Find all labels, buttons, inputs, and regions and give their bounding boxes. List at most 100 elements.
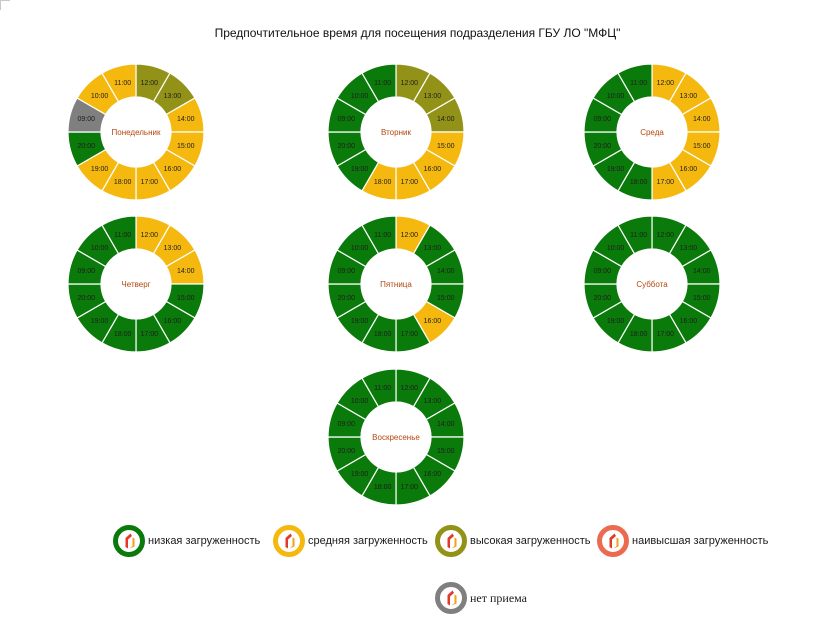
hour-label: 09:00: [77, 116, 95, 123]
hour-label: 09:00: [337, 421, 355, 428]
hour-label: 14:00: [437, 268, 455, 275]
hour-label: 11:00: [374, 232, 391, 239]
hour-label: 10:00: [91, 93, 109, 100]
legend-item-none: нет приема: [435, 582, 527, 614]
day-label: Вторник: [381, 128, 411, 137]
hour-label: 16:00: [164, 318, 182, 325]
legend-item-highest: наивысшая загруженность: [597, 525, 768, 557]
hour-label: 12:00: [657, 232, 675, 239]
hour-label: 10:00: [91, 245, 109, 252]
hour-label: 11:00: [630, 80, 647, 87]
hour-label: 15:00: [693, 143, 711, 150]
hour-label: 16:00: [424, 318, 442, 325]
hour-label: 16:00: [424, 471, 442, 478]
hour-label: 12:00: [401, 385, 419, 392]
hour-label: 15:00: [693, 295, 711, 302]
hour-label: 12:00: [141, 232, 159, 239]
hour-label: 14:00: [437, 421, 455, 428]
hour-label: 15:00: [437, 448, 455, 455]
hour-label: 11:00: [374, 80, 391, 87]
mfc-logo-icon: [273, 525, 305, 557]
donut-charts: 12:00 13:00 14:00 15:00 16:00 17:00 18:00 19:00…: [67, 63, 721, 506]
day-label: Суббота: [636, 280, 668, 289]
hour-label: 20:00: [593, 143, 611, 150]
page-title: Предпочтительное время для посещения под…: [214, 26, 621, 40]
hour-label: 13:00: [424, 93, 442, 100]
hour-label: 10:00: [351, 93, 369, 100]
legend-item-medium: средняя загруженность: [273, 525, 428, 557]
hour-label: 13:00: [680, 245, 698, 252]
hour-label: 11:00: [630, 232, 647, 239]
hour-label: 16:00: [680, 318, 698, 325]
hour-label: 18:00: [114, 331, 132, 338]
hour-label: 15:00: [177, 143, 195, 150]
hour-label: 09:00: [337, 116, 355, 123]
hour-label: 09:00: [593, 268, 611, 275]
hour-label: 18:00: [630, 179, 648, 186]
hour-label: 12:00: [401, 80, 419, 87]
day-label: Четверг: [121, 280, 150, 289]
hour-label: 10:00: [607, 93, 625, 100]
day-label: Воскресенье: [372, 433, 420, 442]
donut-2: 12:00 13:00 14:00 15:00 16:00 17:00 18:00 19:00…: [327, 63, 465, 201]
hour-label: 15:00: [437, 295, 455, 302]
donut-segment: [361, 368, 397, 408]
hour-label: 20:00: [77, 295, 95, 302]
donut-3: 12:00 13:00 14:00 15:00 16:00 17:00 18:00 19:00…: [583, 63, 721, 201]
hour-label: 09:00: [337, 268, 355, 275]
mfc-logo-icon: [435, 525, 467, 557]
mfc-logo-icon: [113, 525, 145, 557]
day-label: Пятница: [380, 280, 412, 289]
hour-label: 16:00: [164, 166, 182, 173]
hour-label: 11:00: [374, 385, 391, 392]
donut-6: 12:00 13:00 14:00 15:00 16:00 17:00 18:00 19:00…: [583, 215, 721, 353]
legend-label-highest: наивысшая загруженность: [632, 535, 769, 547]
donut-segment: [101, 63, 137, 103]
donut-segment: [617, 63, 653, 103]
hour-label: 11:00: [114, 80, 131, 87]
hour-label: 14:00: [437, 116, 455, 123]
hour-label: 18:00: [374, 484, 392, 491]
hour-label: 13:00: [424, 245, 442, 252]
legend-label-high: высокая загруженность: [470, 535, 591, 547]
hour-label: 19:00: [91, 166, 109, 173]
hour-label: 10:00: [607, 245, 625, 252]
hour-label: 19:00: [607, 166, 625, 173]
hour-label: 19:00: [607, 318, 625, 325]
day-label: Среда: [640, 128, 664, 137]
hour-label: 20:00: [77, 143, 95, 150]
hour-label: 19:00: [351, 318, 369, 325]
hour-label: 17:00: [141, 331, 159, 338]
hour-label: 19:00: [91, 318, 109, 325]
hour-label: 20:00: [337, 295, 355, 302]
donut-segment: [617, 215, 653, 255]
hour-label: 19:00: [351, 166, 369, 173]
legend-item-low: низкая загруженность: [113, 525, 260, 557]
corner-mark: [0, 0, 10, 10]
mfc-logo-icon: [435, 582, 467, 614]
hour-label: 16:00: [424, 166, 442, 173]
hour-label: 19:00: [351, 471, 369, 478]
donut-5: 12:00 13:00 14:00 15:00 16:00 17:00 18:00 19:00…: [327, 215, 465, 353]
hour-label: 13:00: [680, 93, 698, 100]
hour-label: 15:00: [177, 295, 195, 302]
hour-label: 17:00: [141, 179, 159, 186]
hour-label: 10:00: [351, 398, 369, 405]
hour-label: 12:00: [657, 80, 675, 87]
hour-label: 17:00: [401, 331, 419, 338]
hour-label: 17:00: [657, 331, 675, 338]
donut-segment: [361, 63, 397, 103]
day-label: Понедельник: [112, 128, 161, 137]
hour-label: 13:00: [164, 245, 182, 252]
mfc-logo-icon: [597, 525, 629, 557]
donut-segment: [101, 215, 137, 255]
hour-label: 18:00: [114, 179, 132, 186]
legend-label-medium: средняя загруженность: [308, 535, 428, 547]
hour-label: 14:00: [177, 116, 195, 123]
hour-label: 13:00: [424, 398, 442, 405]
hour-label: 15:00: [437, 143, 455, 150]
hour-label: 18:00: [374, 179, 392, 186]
donut-1: 12:00 13:00 14:00 15:00 16:00 17:00 18:00 19:00…: [67, 63, 205, 201]
hour-label: 17:00: [401, 179, 419, 186]
hour-label: 14:00: [693, 116, 711, 123]
